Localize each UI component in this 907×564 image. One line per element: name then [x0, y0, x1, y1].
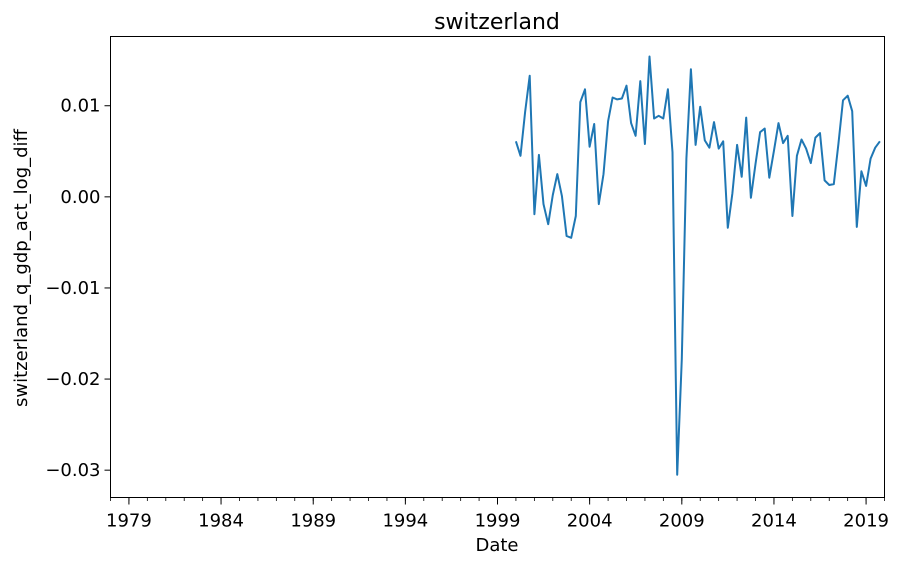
x-axis-label: Date — [475, 535, 518, 556]
y-axis: 0.01 0.00 −0.01 −0.02 −0.03 — [45, 96, 111, 481]
x-tick-label-3: 1994 — [382, 511, 428, 532]
x-axis: 1979 1984 1989 1994 1999 2004 2009 2014 2019 — [106, 497, 889, 532]
y-tick-label-0: 0.01 — [60, 96, 100, 117]
x-tick-label-7: 2014 — [751, 511, 797, 532]
x-tick-label-0: 1979 — [106, 511, 152, 532]
plot-frame — [110, 36, 885, 498]
plot-area — [514, 55, 881, 476]
x-tick-label-4: 1999 — [475, 511, 521, 532]
x-tick-label-1: 1984 — [198, 511, 244, 532]
x-tick-label-5: 2004 — [567, 511, 613, 532]
y-tick-label-3: −0.02 — [45, 369, 100, 390]
y-tick-label-2: −0.01 — [45, 278, 100, 299]
x-tick-label-2: 1989 — [290, 511, 336, 532]
series-line-0 — [514, 55, 881, 476]
x-tick-label-6: 2009 — [659, 511, 705, 532]
y-tick-label-4: −0.03 — [45, 460, 100, 481]
y-axis-label: switzerland_q_gdp_act_log_diff — [11, 128, 32, 407]
y-tick-label-1: 0.00 — [60, 187, 100, 208]
chart-title: switzerland — [434, 10, 560, 35]
x-tick-label-8: 2019 — [843, 511, 889, 532]
